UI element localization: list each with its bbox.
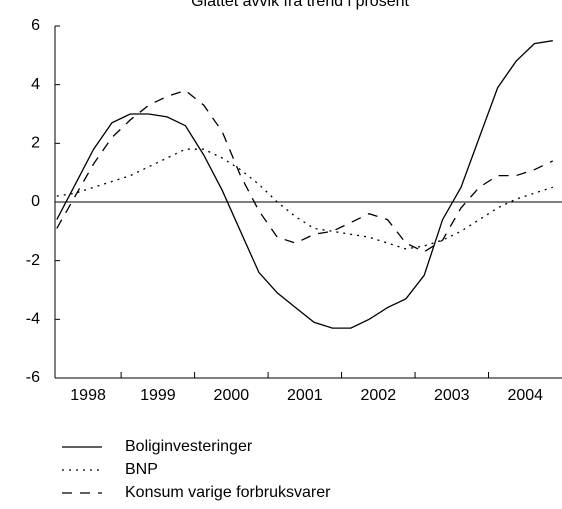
x-tick-label: 1999 <box>140 387 176 404</box>
series-line <box>56 148 553 250</box>
y-tick-label: 2 <box>31 135 40 152</box>
y-tick-label: -6 <box>26 369 40 386</box>
y-tick-label: 0 <box>31 193 40 210</box>
legend-label: Boliginvesteringer <box>125 438 253 455</box>
legend-label: BNP <box>125 461 158 478</box>
series-line <box>56 40 553 329</box>
series-line <box>56 89 554 253</box>
x-tick-label: 1998 <box>70 387 106 404</box>
x-tick-label: 2002 <box>361 387 397 404</box>
y-tick-label: -2 <box>26 252 40 269</box>
y-tick-label: 6 <box>31 17 40 34</box>
x-tick-label: 2003 <box>434 387 470 404</box>
y-tick-label: -4 <box>26 311 40 328</box>
x-tick-label: 2001 <box>287 387 323 404</box>
x-tick-label: 2004 <box>507 387 543 404</box>
chart-title: Glattet avvik fra trend i prosent <box>191 0 409 10</box>
legend-label: Konsum varige forbruksvarer <box>125 484 331 501</box>
x-tick-label: 2000 <box>214 387 250 404</box>
y-tick-label: 4 <box>31 76 40 93</box>
